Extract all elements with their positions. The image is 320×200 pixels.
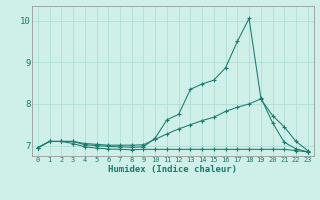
X-axis label: Humidex (Indice chaleur): Humidex (Indice chaleur): [108, 165, 237, 174]
